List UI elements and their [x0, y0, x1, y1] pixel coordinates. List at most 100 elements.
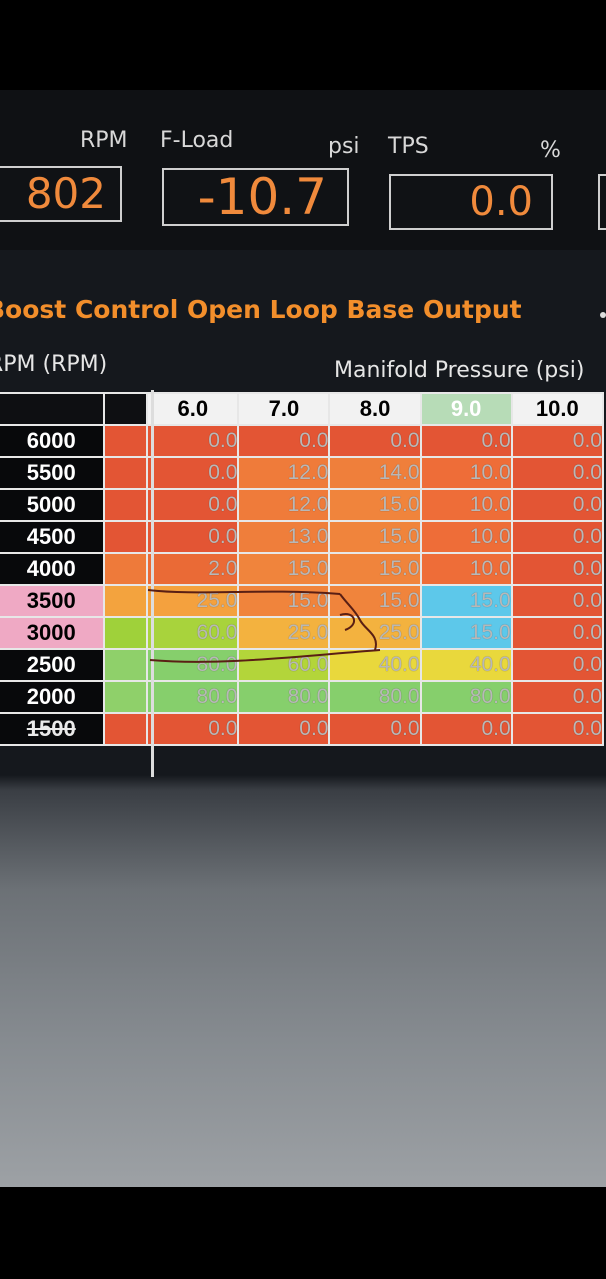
map-cell[interactable]: 25.0 [328, 616, 422, 650]
column-header[interactable]: 7.0 [237, 392, 331, 426]
map-row: 4000 2.0 15.0 15.0 10.0 0.0 [0, 552, 605, 586]
axis-corner-cell [102, 392, 149, 426]
map-cell[interactable]: 40.0 [419, 648, 513, 682]
map-cell[interactable]: 0.0 [510, 584, 605, 618]
map-cell[interactable]: 13.0 [237, 520, 331, 554]
row-header-rpm[interactable]: 4500 [0, 520, 105, 554]
map-cell[interactable]: 15.0 [419, 584, 513, 618]
map-cell[interactable]: 25.0 [237, 616, 331, 650]
map-cell[interactable]: 15.0 [419, 616, 513, 650]
row-header-rpm[interactable]: 5000 [0, 488, 105, 522]
map-cell[interactable]: 0.0 [510, 680, 605, 714]
map-cell[interactable]: 2.0 [146, 552, 240, 586]
map-cell[interactable]: 10.0 [419, 488, 513, 522]
column-header-selected[interactable]: 9.0 [419, 392, 513, 426]
map-row: 5500 0.0 12.0 14.0 10.0 0.0 [0, 456, 605, 490]
map-cell[interactable]: 60.0 [146, 616, 240, 650]
row-header-rpm[interactable]: 1500 [0, 712, 105, 746]
rpm-gauge-label: RPM [80, 128, 128, 153]
map-row: 3500 25.0 15.0 15.0 15.0 0.0 [0, 584, 605, 618]
map-cell[interactable]: 25.0 [146, 584, 240, 618]
tuning-screen: RPM 802 F-Load psi -10.7 TPS % 0.0 Boost… [0, 90, 606, 1187]
fload-gauge-label: F-Load [160, 128, 234, 153]
map-cell[interactable]: 0.0 [237, 424, 331, 458]
map-cell[interactable]: 80.0 [419, 680, 513, 714]
rpm-gauge-value: 802 [0, 166, 122, 222]
map-cell[interactable]: 0.0 [510, 456, 605, 490]
map-cell[interactable]: 15.0 [328, 584, 422, 618]
boost-map-table[interactable]: 6.0 7.0 8.0 9.0 10.0 6000 0.0 0.0 0.0 0.0 0.0… [0, 392, 605, 746]
map-cell[interactable]: 80.0 [146, 648, 240, 682]
map-cell[interactable]: 0.0 [510, 488, 605, 522]
map-cell[interactable]: 15.0 [328, 552, 422, 586]
map-cell[interactable]: 80.0 [237, 680, 331, 714]
row-axis-color-cell [102, 520, 149, 554]
map-cell[interactable]: 0.0 [419, 712, 513, 746]
map-cell[interactable]: 12.0 [237, 488, 331, 522]
map-cell[interactable]: 15.0 [328, 488, 422, 522]
map-cell[interactable]: 60.0 [237, 648, 331, 682]
row-header-rpm[interactable]: 2500 [0, 648, 105, 682]
map-cell[interactable]: 0.0 [146, 520, 240, 554]
row-header-rpm[interactable]: 3500 [0, 584, 105, 618]
map-cell[interactable]: 0.0 [146, 456, 240, 490]
row-header-rpm[interactable]: 3000 [0, 616, 105, 650]
row-axis-color-cell [102, 424, 149, 458]
map-cell[interactable]: 15.0 [237, 552, 331, 586]
column-header[interactable]: 10.0 [510, 392, 605, 426]
map-cell[interactable]: 80.0 [146, 680, 240, 714]
map-cell[interactable]: 40.0 [328, 648, 422, 682]
fload-gauge-value: -10.7 [162, 168, 349, 226]
panel-dot [600, 312, 606, 318]
map-cell[interactable]: 80.0 [328, 680, 422, 714]
map-cell[interactable]: 0.0 [237, 712, 331, 746]
tps-gauge-label: TPS [388, 134, 429, 159]
row-axis-color-cell [102, 552, 149, 586]
row-header-rpm[interactable]: 6000 [0, 424, 105, 458]
map-cell[interactable]: 10.0 [419, 456, 513, 490]
map-cell[interactable]: 0.0 [510, 648, 605, 682]
map-cell[interactable]: 0.0 [419, 424, 513, 458]
map-cell[interactable]: 0.0 [510, 616, 605, 650]
map-cell[interactable]: 0.0 [328, 424, 422, 458]
column-header-row: 6.0 7.0 8.0 9.0 10.0 [0, 392, 605, 426]
map-cell[interactable]: 14.0 [328, 456, 422, 490]
map-cell[interactable]: 0.0 [146, 424, 240, 458]
map-body: 6000 0.0 0.0 0.0 0.0 0.0 5500 0.0 12.0 14.0 10.0 0.… [0, 424, 605, 746]
map-cell[interactable]: 0.0 [510, 424, 605, 458]
map-cell[interactable]: 0.0 [146, 488, 240, 522]
fload-gauge-unit: psi [328, 134, 360, 159]
map-row: 4500 0.0 13.0 15.0 10.0 0.0 [0, 520, 605, 554]
column-header[interactable]: 8.0 [328, 392, 422, 426]
map-cell[interactable]: 0.0 [510, 712, 605, 746]
row-axis-color-cell [102, 456, 149, 490]
row-axis-color-cell [102, 648, 149, 682]
row-axis-label: RPM (RPM) [0, 352, 108, 377]
corner-cell [0, 392, 105, 426]
row-axis-color-cell [102, 616, 149, 650]
map-row: 2000 80.0 80.0 80.0 80.0 0.0 [0, 680, 605, 714]
map-row: 6000 0.0 0.0 0.0 0.0 0.0 [0, 424, 605, 458]
map-cell[interactable]: 0.0 [146, 712, 240, 746]
map-row: 5000 0.0 12.0 15.0 10.0 0.0 [0, 488, 605, 522]
row-axis-color-cell [102, 680, 149, 714]
map-cell[interactable]: 10.0 [419, 552, 513, 586]
map-cell[interactable]: 0.0 [510, 552, 605, 586]
gauge-bar: RPM 802 F-Load psi -10.7 TPS % 0.0 [0, 90, 606, 250]
row-axis-color-cell [102, 488, 149, 522]
row-header-rpm[interactable]: 5500 [0, 456, 105, 490]
row-header-rpm[interactable]: 2000 [0, 680, 105, 714]
map-cell[interactable]: 15.0 [328, 520, 422, 554]
column-cursor-line [151, 390, 154, 777]
column-header[interactable]: 6.0 [146, 392, 240, 426]
row-axis-color-cell [102, 712, 149, 746]
map-cell[interactable]: 15.0 [237, 584, 331, 618]
map-cell[interactable]: 0.0 [328, 712, 422, 746]
map-cell[interactable]: 10.0 [419, 520, 513, 554]
map-row: 1500 0.0 0.0 0.0 0.0 0.0 [0, 712, 605, 746]
map-title: Boost Control Open Loop Base Output [0, 295, 522, 324]
tps-gauge-value: 0.0 [389, 174, 553, 230]
row-header-rpm[interactable]: 4000 [0, 552, 105, 586]
map-cell[interactable]: 12.0 [237, 456, 331, 490]
map-cell[interactable]: 0.0 [510, 520, 605, 554]
